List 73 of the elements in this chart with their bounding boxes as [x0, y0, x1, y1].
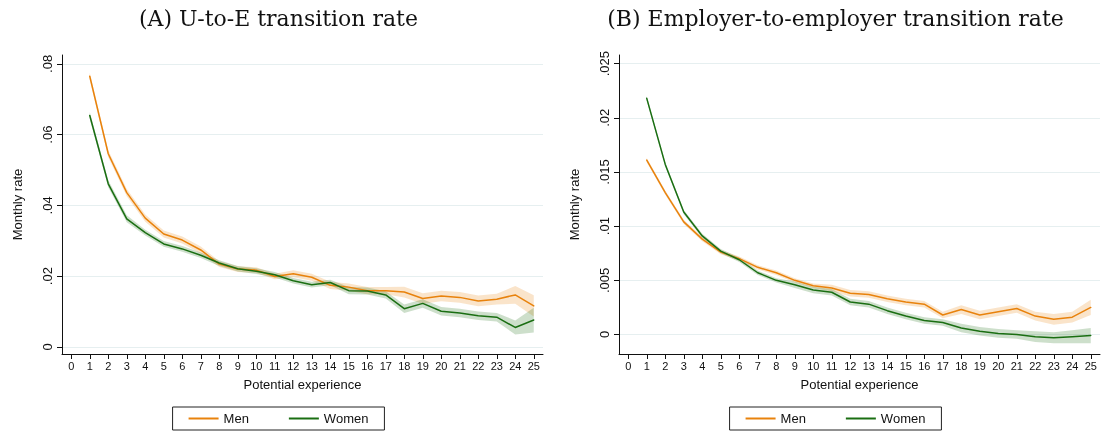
- x-tick-label: 11: [269, 359, 281, 372]
- y-tick-label: .06: [40, 125, 55, 144]
- chart-title: (A) U-to-E transition rate: [139, 5, 418, 31]
- x-tick-label: 22: [1029, 359, 1042, 372]
- y-tick-label: .01: [597, 217, 612, 236]
- x-tick-label: 4: [142, 359, 149, 372]
- x-tick-label: 15: [899, 359, 912, 372]
- x-tick-label: 1: [643, 359, 650, 372]
- x-axis-title: Potential experience: [243, 377, 362, 392]
- x-tick-label: 8: [773, 359, 780, 372]
- x-axis-title: Potential experience: [800, 377, 919, 392]
- y-tick-label: .005: [597, 267, 612, 293]
- y-tick-label: .04: [40, 196, 55, 215]
- x-tick-label: 21: [453, 359, 466, 372]
- x-tick-label: 21: [1010, 359, 1023, 372]
- legend-label: Women: [880, 411, 926, 426]
- x-tick-label: 15: [342, 359, 355, 372]
- x-tick-label: 25: [1084, 359, 1097, 372]
- x-tick-label: 12: [844, 359, 857, 372]
- x-tick-label: 10: [250, 359, 263, 372]
- x-tick-label: 4: [699, 359, 706, 372]
- x-tick-label: 24: [1066, 359, 1079, 372]
- x-tick-label: 20: [992, 359, 1005, 372]
- x-tick-label: 5: [717, 359, 724, 372]
- chart-title: (B) Employer-to-employer transition rate: [607, 5, 1064, 31]
- y-tick-label: .015: [597, 159, 612, 185]
- x-tick-label: 16: [918, 359, 931, 372]
- x-tick-label: 20: [435, 359, 448, 372]
- x-tick-label: 3: [680, 359, 687, 372]
- y-tick-label: .02: [597, 108, 612, 127]
- x-tick-label: 24: [509, 359, 522, 372]
- x-tick-label: 22: [472, 359, 485, 372]
- x-tick-label: 1: [86, 359, 93, 372]
- x-tick-label: 0: [625, 359, 632, 372]
- x-tick-label: 23: [1047, 359, 1060, 372]
- x-tick-label: 16: [361, 359, 374, 372]
- x-tick-label: 14: [881, 359, 894, 372]
- x-tick-label: 17: [936, 359, 949, 372]
- x-tick-label: 6: [179, 359, 186, 372]
- x-tick-label: 17: [379, 359, 392, 372]
- x-tick-label: 8: [216, 359, 223, 372]
- x-tick-label: 19: [973, 359, 986, 372]
- x-tick-label: 10: [807, 359, 820, 372]
- legend-label: Women: [323, 411, 369, 426]
- y-axis-title: Monthly rate: [567, 168, 582, 241]
- x-tick-label: 9: [791, 359, 798, 372]
- x-tick-label: 11: [826, 359, 838, 372]
- y-tick-label: .02: [40, 267, 55, 286]
- y-tick-label: .08: [40, 54, 55, 73]
- x-tick-label: 9: [234, 359, 241, 372]
- x-tick-label: 5: [160, 359, 167, 372]
- x-tick-label: 18: [398, 359, 411, 372]
- y-tick-label: .025: [597, 51, 612, 77]
- legend-label: Men: [780, 411, 806, 426]
- legend-label: Men: [223, 411, 249, 426]
- y-axis-title: Monthly rate: [10, 168, 25, 241]
- x-tick-label: 12: [287, 359, 300, 372]
- x-tick-label: 18: [955, 359, 968, 372]
- x-tick-label: 13: [305, 359, 318, 372]
- x-tick-label: 25: [527, 359, 540, 372]
- x-tick-label: 3: [123, 359, 130, 372]
- x-tick-label: 14: [324, 359, 337, 372]
- x-tick-label: 6: [736, 359, 743, 372]
- x-tick-label: 23: [490, 359, 503, 372]
- x-tick-label: 7: [754, 359, 761, 372]
- x-tick-label: 7: [197, 359, 204, 372]
- y-tick-label: 0: [597, 330, 612, 339]
- x-tick-label: 0: [68, 359, 75, 372]
- x-tick-label: 2: [105, 359, 112, 372]
- x-tick-label: 2: [662, 359, 669, 372]
- y-tick-label: 0: [40, 343, 55, 351]
- x-tick-label: 13: [862, 359, 875, 372]
- x-tick-label: 19: [416, 359, 429, 372]
